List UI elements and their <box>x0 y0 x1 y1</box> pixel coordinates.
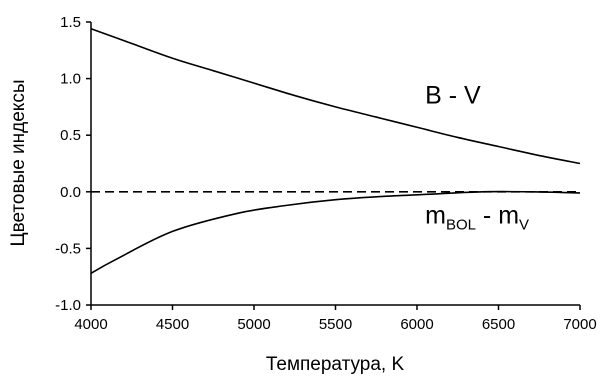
x-axis-title: Температура, K <box>266 354 405 375</box>
y-tick-label: -0.5 <box>55 240 81 257</box>
label-subscript: V <box>519 216 529 233</box>
label-main: B - V <box>425 82 481 110</box>
annotations: B - V mBOL - mV <box>425 82 529 234</box>
label-bolometric-correction: mBOL - mV <box>425 201 529 233</box>
x-ticks: 4000 4500 5000 5500 6000 6500 7000 <box>74 305 597 333</box>
y-tick-label: 0.0 <box>60 184 81 201</box>
y-tick-label: 0.5 <box>60 127 81 144</box>
x-tick-label: 4500 <box>156 316 189 333</box>
label-b-minus-v: B - V <box>425 82 481 110</box>
x-tick-label: 6000 <box>400 316 433 333</box>
x-tick-label: 5000 <box>237 316 270 333</box>
label-middle: - m <box>476 201 519 229</box>
label-subscript: BOL <box>446 216 476 233</box>
y-axis-title: Цветовые индексы <box>8 80 29 247</box>
y-ticks: 1.5 1.0 0.5 0.0 -0.5 -1.0 <box>55 14 91 314</box>
y-tick-label: 1.0 <box>60 71 81 88</box>
x-tick-label: 7000 <box>563 316 596 333</box>
x-tick-label: 5500 <box>319 316 352 333</box>
series-line-b-minus-v <box>90 28 581 165</box>
y-tick-label: 1.5 <box>60 14 81 31</box>
series-layer <box>90 28 581 275</box>
series-line-bolometric-correction <box>90 190 581 275</box>
x-tick-label: 6500 <box>482 316 515 333</box>
axes <box>90 22 580 306</box>
y-tick-label: -1.0 <box>55 297 81 314</box>
x-tick-label: 4000 <box>74 316 107 333</box>
label-main: m <box>425 201 446 229</box>
